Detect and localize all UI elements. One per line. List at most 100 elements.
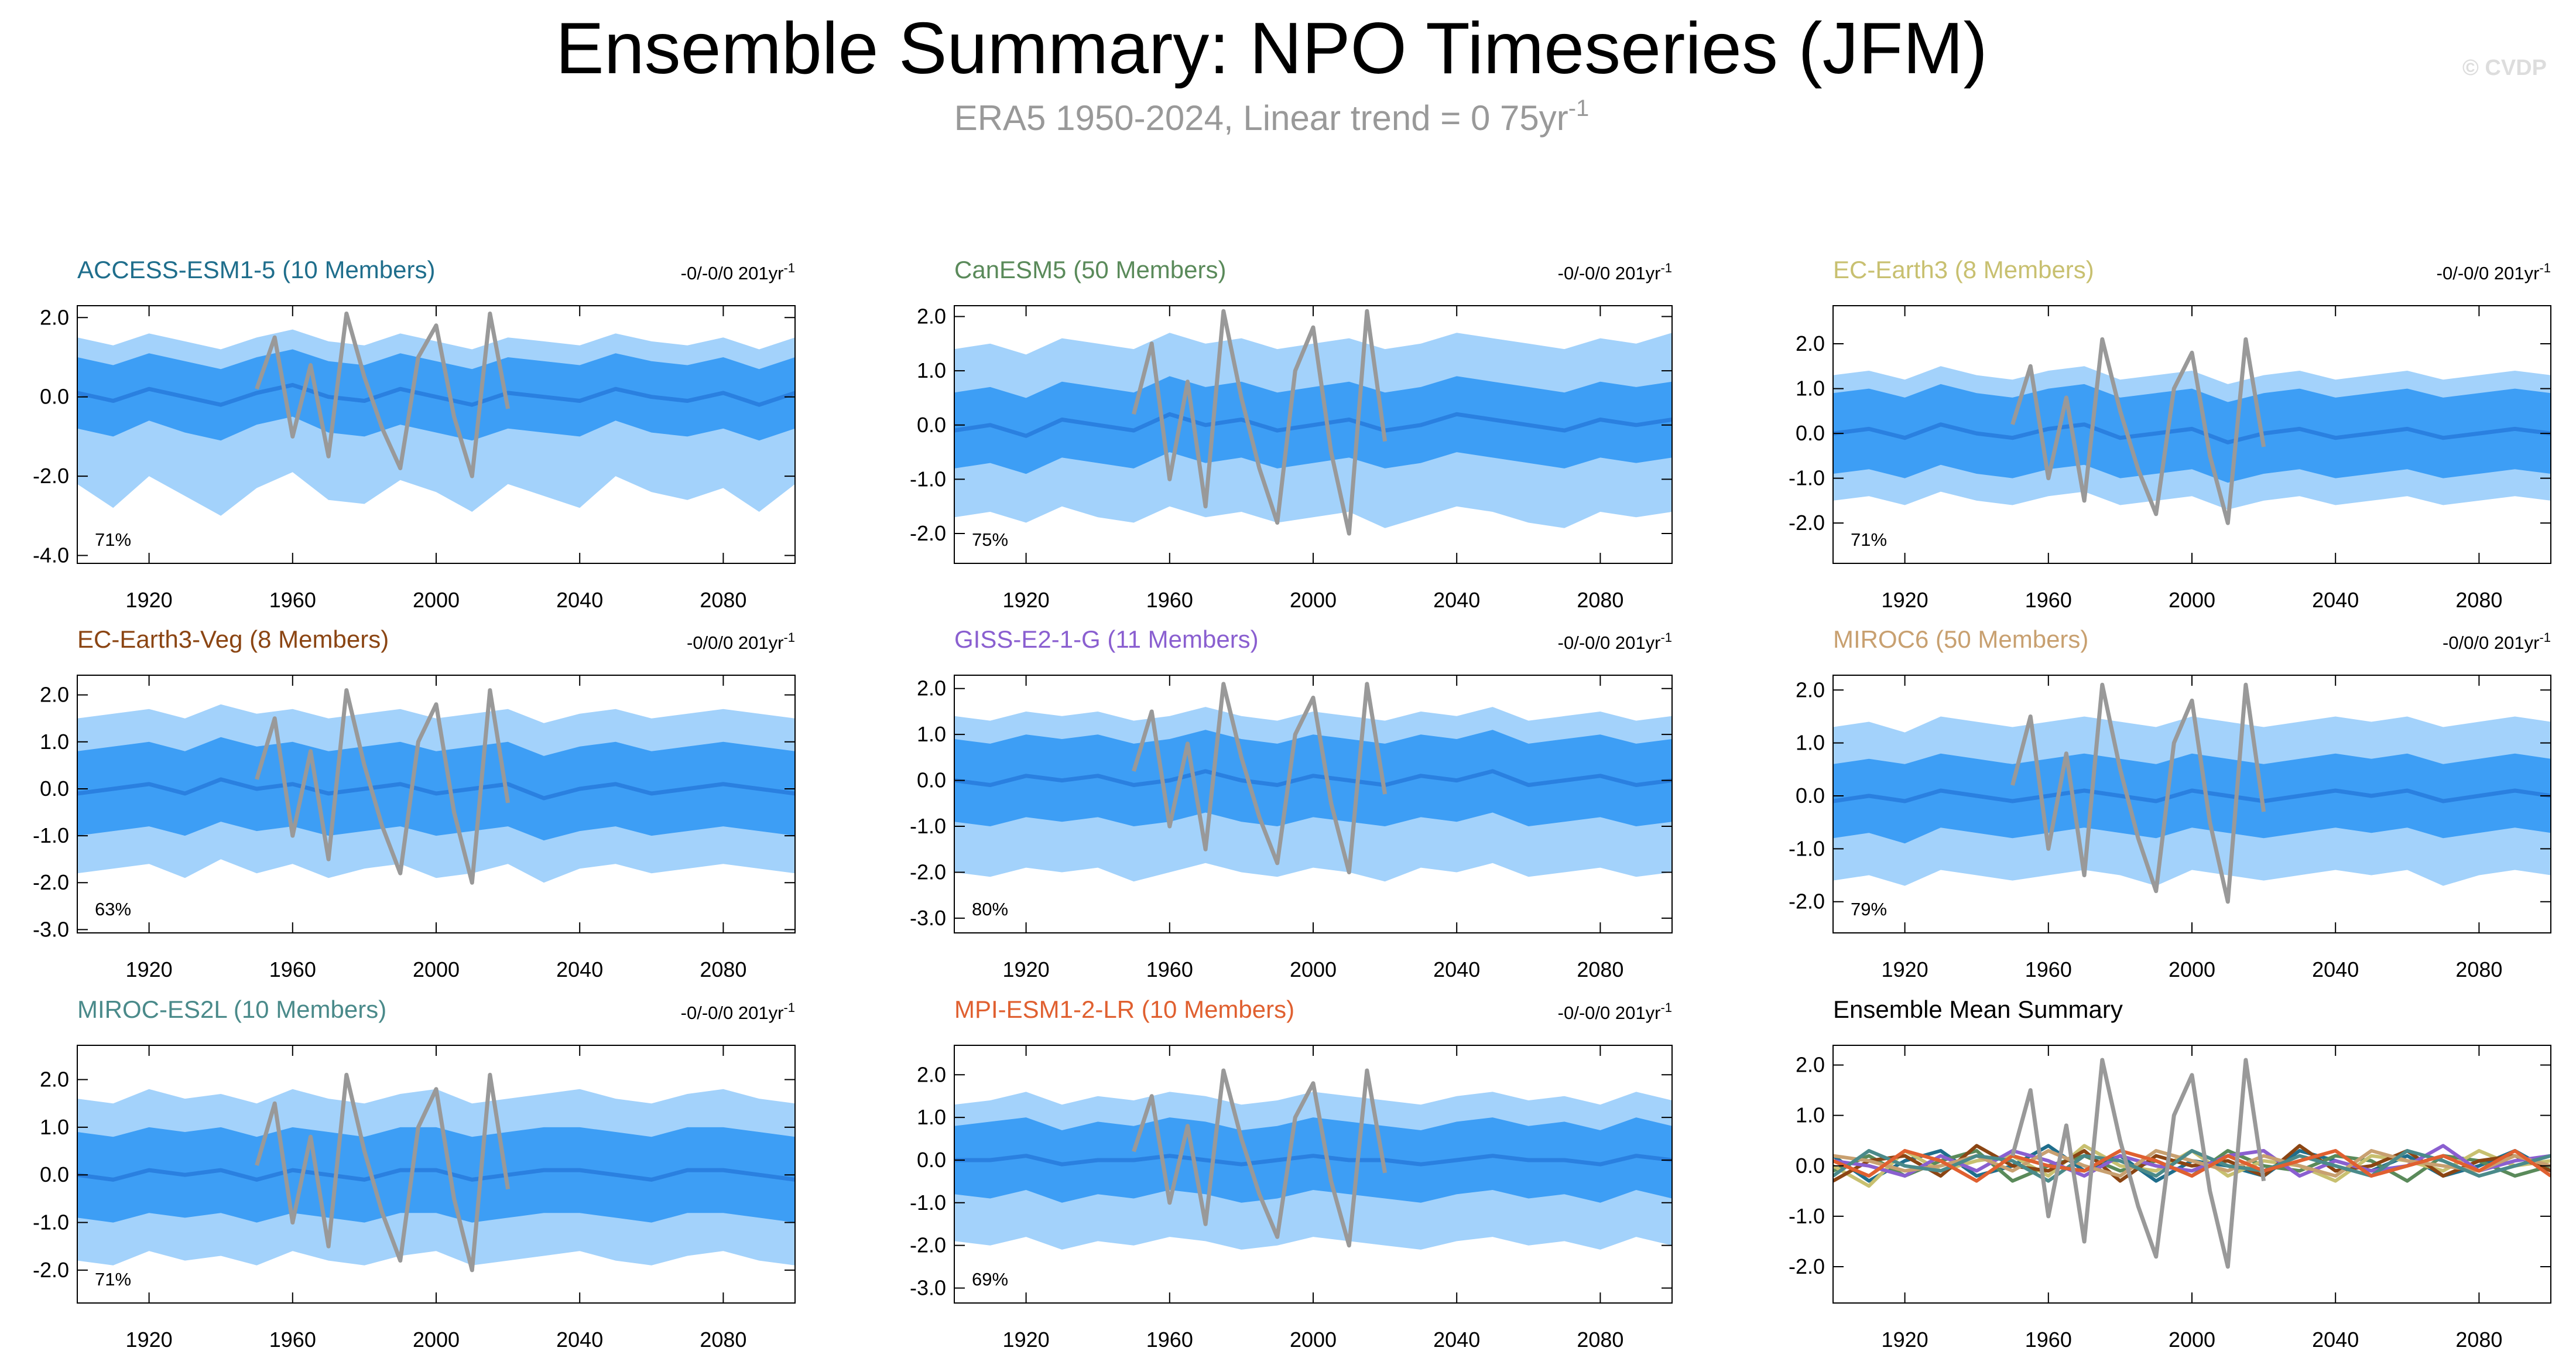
panel-title: CanESM5 (50 Members) [954,256,1226,283]
x-tick-label: 2080 [700,588,746,612]
plot-area [77,312,795,516]
x-tick-label: 1920 [126,588,173,612]
y-tick-label: 2.0 [1796,678,1825,702]
panel: -2.0 -1.0 0.0 1.0 2.0 1920 1960 2000 2040 2080 Can… [910,256,1673,612]
y-tick-label: -1.0 [1789,836,1825,860]
x-tick-label: 1920 [1003,1328,1050,1352]
ensemble-mean-line [77,777,795,801]
y-tick-label: 2.0 [917,305,946,329]
x-tick-label: 2000 [1290,957,1337,981]
y-tick-label: -1.0 [33,823,69,847]
y-tick-label: -3.0 [910,906,946,930]
trend-sup: -1 [783,1000,795,1015]
x-tick-label: 1960 [1146,588,1193,612]
panel-title: GISS-E2-1-G (11 Members) [954,625,1259,653]
plot-area [1833,1058,2551,1269]
y-tick-label: 0.0 [1796,421,1825,445]
spread-band [77,737,795,841]
trend-label: -0/0/0 201yr-1 [687,630,795,653]
y-tick-label: 1.0 [917,358,946,382]
y-tick-label: -2.0 [33,870,69,894]
trend-text: -0/0/0 201yr [2443,632,2539,653]
x-tick-label: 2040 [1433,957,1480,981]
y-tick-label: -1.0 [910,814,946,838]
percent-annotation: 71% [95,529,131,550]
trend-text: -0/-0/0 201yr [681,263,784,283]
x-tick-label: 1920 [1003,957,1050,981]
spread-band [954,730,1672,826]
spread-band [1833,384,2551,483]
x-tick-label: 2040 [2312,957,2359,981]
plot-area [954,309,1672,536]
y-tick-label: 2.0 [1796,331,1825,355]
subtitle: ERA5 1950-2024, Linear trend = 0 75yr-1 [954,95,1590,138]
panel: -2.0 -1.0 0.0 1.0 2.0 1920 1960 2000 2040 2080 EC-… [1789,256,2551,612]
trend-label: -0/-0/0 201yr-1 [2437,261,2551,283]
x-tick-label: 2000 [413,957,460,981]
x-tick-label: 2000 [413,588,460,612]
trend-text: -0/-0/0 201yr [1558,1003,1661,1023]
panel-title: MIROC6 (50 Members) [1833,625,2088,653]
panel-title: Ensemble Mean Summary [1833,996,2123,1023]
x-tick-label: 2040 [556,957,603,981]
ensemble-mean-line [77,382,795,407]
y-tick-label: -2.0 [910,521,946,545]
ensemble-mean-line [954,1154,1672,1167]
x-tick-label: 2080 [1577,588,1623,612]
y-tick-label: 1.0 [1796,377,1825,401]
trend-sup: -1 [783,261,795,275]
subtitle-sup: -1 [1568,95,1590,121]
ensemble-mean-line [77,1168,795,1182]
spread-band [1833,753,2551,844]
x-tick-label: 2080 [1577,957,1623,981]
x-tick-label: 2080 [1577,1328,1623,1352]
y-tick-label: -1.0 [33,1210,69,1234]
x-tick-label: 2000 [2169,1328,2215,1352]
x-tick-label: 2000 [2169,957,2215,981]
x-tick-label: 1960 [269,957,316,981]
trend-sup: -1 [1660,1000,1672,1015]
panel-title: EC-Earth3-Veg (8 Members) [77,625,389,653]
percent-annotation: 69% [972,1269,1008,1290]
trend-label: -0/0/0 201yr-1 [2443,630,2551,653]
y-tick-label: 2.0 [917,1062,946,1086]
panel-title: MPI-ESM1-2-LR (10 Members) [954,996,1294,1023]
y-tick-label: -2.0 [910,860,946,884]
y-tick-label: 0.0 [917,413,946,437]
x-tick-label: 1960 [1146,957,1193,981]
y-tick-label: 0.0 [40,385,69,409]
y-tick-label: 0.0 [40,1162,69,1186]
x-tick-label: 2040 [1433,1328,1480,1352]
percent-annotation: 71% [95,1269,131,1290]
y-tick-label: -2.0 [910,1233,946,1257]
spread-band [77,1127,795,1223]
x-tick-label: 1960 [269,1328,316,1352]
plot-area [77,688,795,885]
x-tick-label: 1960 [2025,1328,2072,1352]
y-tick-label: -3.0 [33,917,69,941]
x-tick-label: 2040 [2312,1328,2359,1352]
trend-text: -0/-0/0 201yr [2437,263,2540,283]
panel-title: ACCESS-ESM1-5 (10 Members) [77,256,435,283]
x-tick-label: 1960 [2025,588,2072,612]
panel: -2.0 -1.0 0.0 1.0 2.0 1920 1960 2000 2040 2080 MIR… [1789,625,2551,981]
observed-line [2010,1058,2266,1269]
trend-text: -0/-0/0 201yr [1558,632,1661,653]
plot-area [954,682,1672,882]
x-tick-label: 1920 [1882,957,1928,981]
observed-line [255,1072,511,1273]
ensemble-mean-line [1833,788,2551,803]
panel: -2.0 -1.0 0.0 1.0 2.0 1920 1960 2000 2040 2080 MIR… [33,996,796,1352]
x-tick-label: 2040 [556,1328,603,1352]
y-tick-label: -1.0 [1789,1204,1825,1228]
trend-label: -0/-0/0 201yr-1 [1558,630,1672,653]
y-tick-label: -1.0 [1789,466,1825,490]
trend-sup: -1 [1660,261,1672,275]
y-tick-label: 0.0 [1796,784,1825,808]
ensemble-mean-line [954,412,1672,438]
panel-title: EC-Earth3 (8 Members) [1833,256,2094,283]
panel: -4.0 -2.0 0.0 2.0 1920 1960 2000 2040 2080 ACCESS… [33,256,796,612]
trend-text: -0/-0/0 201yr [1558,263,1661,283]
x-tick-label: 1960 [269,588,316,612]
